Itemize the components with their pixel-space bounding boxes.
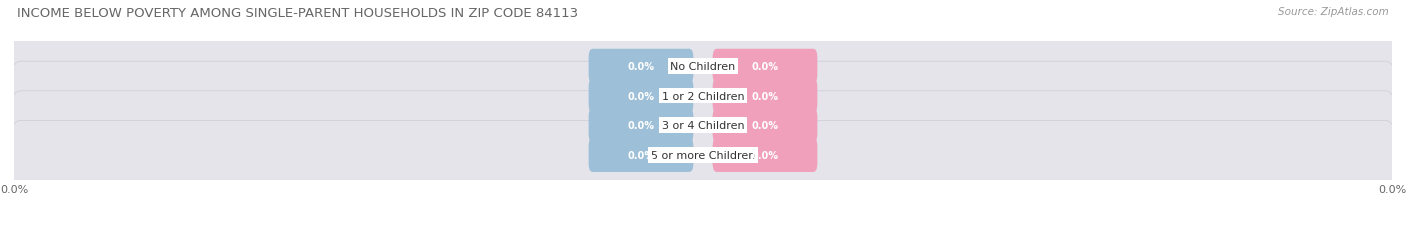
Text: 0.0%: 0.0% [627,62,655,72]
FancyBboxPatch shape [10,91,1396,160]
Text: 0.0%: 0.0% [751,62,779,72]
Text: 0.0%: 0.0% [627,91,655,101]
Text: No Children: No Children [671,62,735,72]
Text: 0.0%: 0.0% [627,150,655,160]
FancyBboxPatch shape [589,79,693,113]
FancyBboxPatch shape [10,62,1396,130]
Text: 0.0%: 0.0% [751,91,779,101]
Text: 0.0%: 0.0% [751,150,779,160]
FancyBboxPatch shape [589,138,693,172]
FancyBboxPatch shape [10,121,1396,189]
Text: 0.0%: 0.0% [751,121,779,131]
FancyBboxPatch shape [713,49,817,84]
Text: INCOME BELOW POVERTY AMONG SINGLE-PARENT HOUSEHOLDS IN ZIP CODE 84113: INCOME BELOW POVERTY AMONG SINGLE-PARENT… [17,7,578,20]
Text: 0.0%: 0.0% [627,121,655,131]
FancyBboxPatch shape [10,32,1396,101]
FancyBboxPatch shape [713,79,817,113]
FancyBboxPatch shape [713,138,817,172]
Text: 3 or 4 Children: 3 or 4 Children [662,121,744,131]
Text: 5 or more Children: 5 or more Children [651,150,755,160]
Text: Source: ZipAtlas.com: Source: ZipAtlas.com [1278,7,1389,17]
FancyBboxPatch shape [713,109,817,143]
FancyBboxPatch shape [589,109,693,143]
FancyBboxPatch shape [589,49,693,84]
Text: 1 or 2 Children: 1 or 2 Children [662,91,744,101]
